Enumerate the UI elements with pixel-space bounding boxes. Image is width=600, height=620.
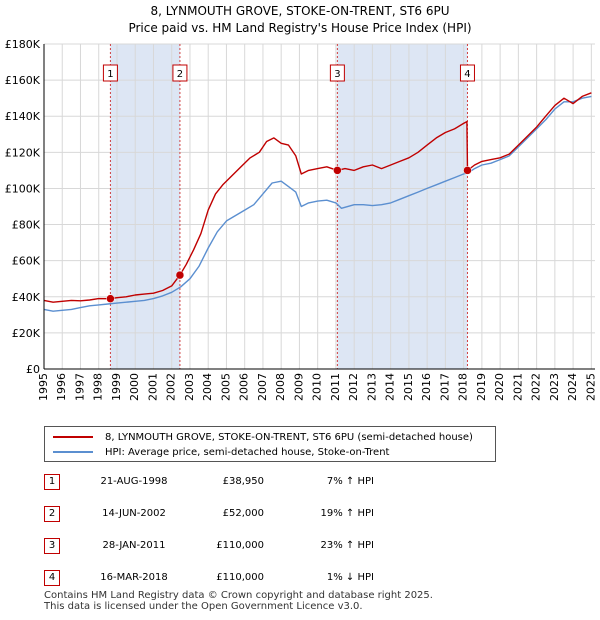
x-tick-label: 1997 [73, 373, 86, 401]
sale-hpi-diff: 7% ↑ HPI [326, 476, 374, 487]
x-tick-label: 2009 [292, 373, 305, 401]
legend-item-property: 8, LYNMOUTH GROVE, STOKE-ON-TRENT, ST6 6… [53, 430, 473, 444]
sale-number-badge: 2 [44, 506, 60, 522]
y-tick-label: £120K [5, 146, 41, 159]
x-tick-label: 2015 [402, 373, 415, 401]
legend: 8, LYNMOUTH GROVE, STOKE-ON-TRENT, ST6 6… [44, 426, 496, 462]
sale-number-badge: 3 [44, 538, 60, 554]
sale-point [106, 294, 115, 303]
legend-label-property: 8, LYNMOUTH GROVE, STOKE-ON-TRENT, ST6 6… [105, 431, 473, 443]
sale-price: £38,950 [222, 476, 264, 487]
sale-marker-label: 2 [177, 69, 183, 80]
y-tick-label: £0 [26, 363, 40, 376]
x-tick-label: 2006 [238, 373, 251, 401]
x-tick-label: 1996 [55, 373, 68, 401]
chart-title-line2: Price paid vs. HM Land Registry's House … [128, 21, 472, 35]
x-tick-label: 2017 [438, 373, 451, 401]
sale-marker-label: 3 [334, 69, 340, 80]
sale-marker-box [172, 64, 188, 82]
sale-point [175, 270, 185, 280]
y-tick-label: £80K [12, 219, 41, 232]
x-tick-label: 2008 [274, 373, 287, 401]
table-row: 2 14-JUN-2002 £52,000 19% ↑ HPI [44, 504, 494, 524]
x-tick-label: 2012 [347, 373, 360, 401]
sale-date: 14-JUN-2002 [102, 508, 166, 519]
y-tick-label: £180K [5, 38, 41, 51]
x-tick-label: 1995 [37, 373, 50, 401]
x-tick-label: 2018 [457, 373, 470, 401]
table-row: 4 16-MAR-2018 £110,000 1% ↓ HPI [44, 568, 494, 588]
sale-hpi-diff: 1% ↓ HPI [326, 572, 374, 583]
x-tick-label: 2021 [511, 373, 524, 401]
sale-marker-label: 1 [107, 69, 113, 80]
x-tick-label: 2023 [548, 373, 561, 401]
x-tick-label: 1999 [110, 373, 123, 401]
sale-date: 16-MAR-2018 [100, 572, 168, 583]
x-tick-label: 2022 [530, 373, 543, 401]
footer-copyright: Contains HM Land Registry data © Crown c… [44, 590, 433, 601]
y-tick-label: £40K [12, 291, 41, 304]
x-tick-label: 2002 [165, 373, 178, 401]
legend-swatch-property [53, 436, 93, 438]
x-tick-label: 2014 [384, 373, 397, 401]
x-tick-label: 2005 [219, 373, 232, 401]
x-tick-label: 2011 [329, 373, 342, 401]
x-tick-label: 2016 [420, 373, 433, 401]
x-tick-label: 2004 [201, 373, 214, 401]
sale-date: 21-AUG-1998 [100, 476, 168, 487]
y-tick-label: £20K [12, 327, 41, 340]
sale-marker-box [459, 64, 475, 82]
x-tick-label: 2000 [128, 373, 141, 401]
x-tick-label: 2020 [493, 373, 506, 401]
legend-item-hpi: HPI: Average price, semi-detached house,… [53, 445, 389, 459]
sale-marker-label: 4 [464, 69, 470, 80]
sale-hpi-diff: 23% ↑ HPI [320, 540, 374, 551]
legend-label-hpi: HPI: Average price, semi-detached house,… [105, 446, 390, 458]
x-tick-label: 2001 [146, 373, 159, 401]
sale-point [463, 166, 472, 175]
sale-point [333, 166, 342, 175]
price-chart: £0 £20K £40K £60K £80K £100K £120K £140K £160K £1… [5, 38, 598, 401]
sale-marker-box [329, 64, 345, 82]
y-tick-label: £60K [12, 255, 41, 268]
sale-price: £110,000 [216, 572, 264, 583]
y-tick-label: £160K [5, 74, 41, 87]
sale-price: £110,000 [216, 540, 264, 551]
legend-swatch-hpi [53, 451, 93, 453]
shaded-period [337, 44, 468, 369]
sale-price: £52,000 [222, 508, 264, 519]
x-tick-label: 1998 [92, 373, 105, 401]
y-tick-label: £100K [5, 182, 41, 195]
x-tick-label: 2019 [475, 373, 488, 401]
x-tick-label: 2010 [311, 373, 324, 401]
table-row: 1 21-AUG-1998 £38,950 7% ↑ HPI [44, 472, 494, 492]
sale-date: 28-JAN-2011 [102, 540, 166, 551]
x-tick-label: 2013 [365, 373, 378, 401]
footer: Contains HM Land Registry data © Crown c… [44, 590, 433, 612]
property-price-line [43, 92, 592, 303]
footer-licence: This data is licensed under the Open Gov… [44, 601, 363, 612]
chart-title-line1: 8, LYNMOUTH GROVE, STOKE-ON-TRENT, ST6 6… [150, 4, 450, 18]
y-tick-label: £140K [5, 110, 41, 123]
shaded-period [110, 44, 180, 369]
sale-hpi-diff: 19% ↑ HPI [320, 508, 374, 519]
hpi-line [43, 95, 592, 312]
x-tick-label: 2024 [566, 373, 579, 401]
x-tick-label: 2007 [256, 373, 269, 401]
sale-number-badge: 4 [44, 570, 60, 586]
x-tick-label: 2025 [584, 373, 597, 401]
sale-number-badge: 1 [44, 474, 60, 490]
table-row: 3 28-JAN-2011 £110,000 23% ↑ HPI [44, 536, 494, 556]
x-tick-label: 2003 [183, 373, 196, 401]
sale-marker-box [102, 64, 118, 82]
